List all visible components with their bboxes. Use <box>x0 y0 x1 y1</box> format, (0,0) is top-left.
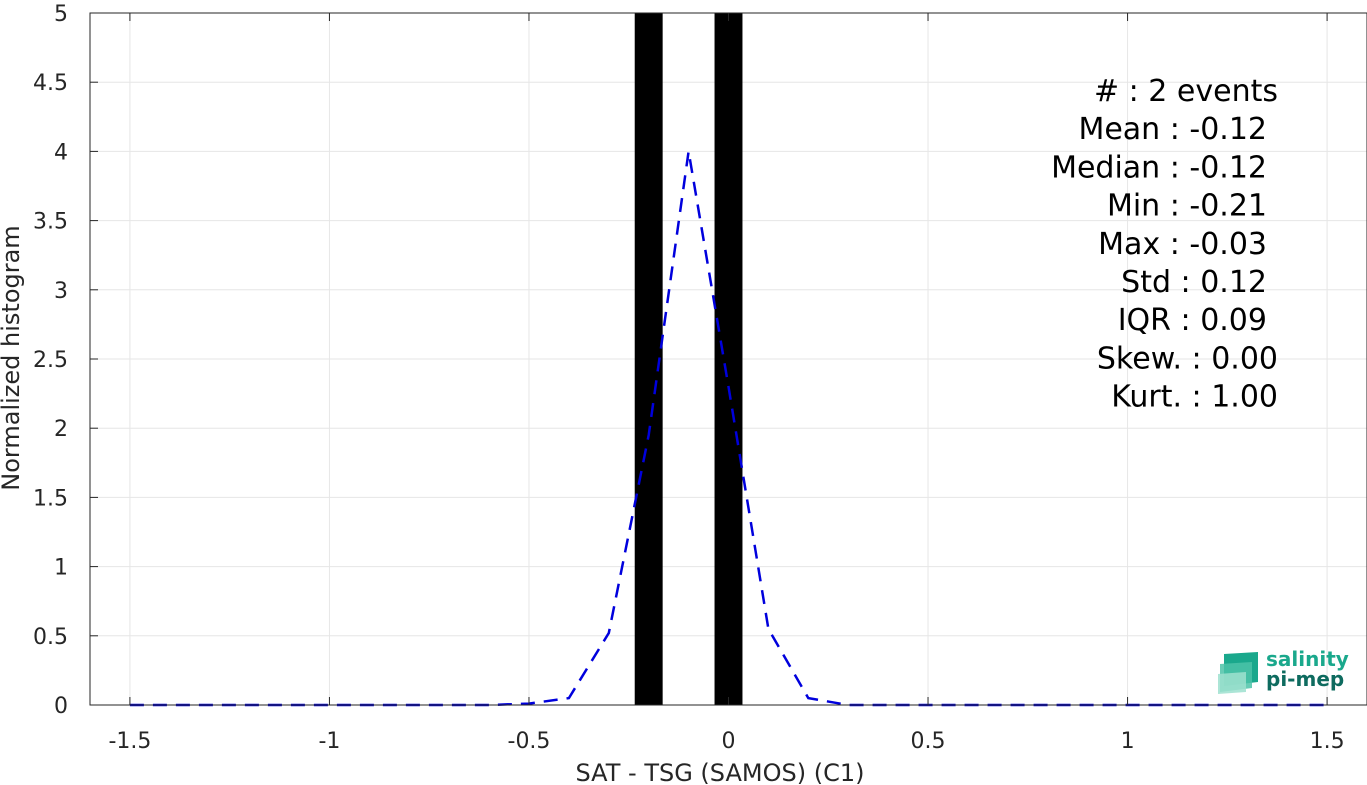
stat-line: Min : -0.21 <box>1107 189 1267 224</box>
stat-line: Std : 0.12 <box>1121 265 1267 300</box>
logo-mark-icon <box>1218 652 1258 694</box>
stat-line: IQR : 0.09 <box>1118 303 1267 338</box>
y-tick-label: 2.5 <box>33 348 68 373</box>
stat-line: Median : -0.12 <box>1051 150 1267 185</box>
x-tick-label: -0.5 <box>508 729 551 754</box>
y-tick-label: 1 <box>54 556 68 581</box>
x-axis-ticks: -1.5 -1 -0.5 0 0.5 1 1.5 <box>108 13 1345 754</box>
stat-line: Kurt. : 1.00 <box>1111 380 1278 415</box>
x-axis-label: SAT - TSG (SAMOS) (C1) <box>576 759 865 785</box>
logo-line2: pi-mep <box>1266 667 1344 691</box>
stat-line: Max : -0.03 <box>1098 227 1267 262</box>
y-tick-label: 1.5 <box>33 486 68 511</box>
logo-line1: salinity <box>1266 647 1349 671</box>
x-tick-label: 0.5 <box>911 729 946 754</box>
y-axis-label: Normalized histogram <box>0 225 25 490</box>
histogram-bar <box>634 13 663 705</box>
y-tick-label: 0 <box>54 694 68 719</box>
y-tick-label: 3 <box>54 279 68 304</box>
x-tick-label: -1 <box>318 729 340 754</box>
x-tick-label: -1.5 <box>108 729 151 754</box>
x-tick-label: 0 <box>722 729 736 754</box>
stat-line: # : 2 events <box>1094 74 1278 109</box>
histogram-bar <box>714 13 743 705</box>
x-tick-label: 1 <box>1121 729 1135 754</box>
y-tick-label: 4 <box>54 140 68 165</box>
histogram-bars <box>634 13 743 705</box>
y-axis-ticks: 0 0.5 1 1.5 2 2.5 3 3.5 4 4.5 5 <box>33 2 98 719</box>
y-tick-label: 2 <box>54 417 68 442</box>
stat-line: Mean : -0.12 <box>1078 112 1267 147</box>
y-tick-label: 5 <box>54 2 68 27</box>
y-tick-label: 4.5 <box>33 71 68 96</box>
salinity-pi-mep-logo: salinity pi-mep <box>1218 647 1349 694</box>
x-tick-label: 1.5 <box>1310 729 1345 754</box>
y-tick-label: 3.5 <box>33 210 68 235</box>
stat-line: Skew. : 0.00 <box>1097 341 1278 376</box>
y-tick-label: 0.5 <box>33 625 68 650</box>
